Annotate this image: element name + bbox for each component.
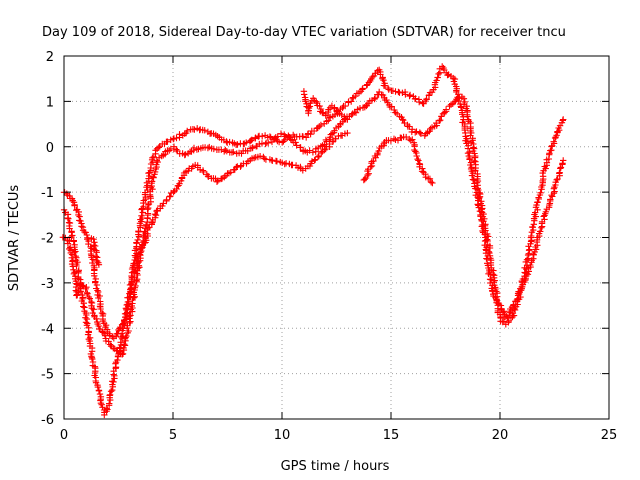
- y-tick-label: -4: [41, 322, 54, 337]
- y-axis-label: SDTVAR / TECUs: [7, 185, 22, 292]
- x-tick-label: 20: [492, 428, 509, 443]
- x-tick-label: 0: [60, 428, 68, 443]
- series-6: [88, 235, 103, 268]
- y-tick-label: -5: [41, 368, 54, 383]
- x-axis-ticks: 0 5 10 15 20 25: [60, 56, 617, 443]
- series-3: [60, 129, 351, 419]
- y-tick-label: -2: [41, 232, 54, 247]
- y-tick-label: -3: [41, 277, 54, 292]
- y-tick-label: 1: [46, 95, 54, 110]
- x-tick-label: 5: [169, 428, 177, 443]
- series-markers: [60, 129, 351, 419]
- chart-title: Day 109 of 2018, Sidereal Day-to-day VTE…: [42, 25, 566, 40]
- y-tick-label: 0: [46, 141, 54, 156]
- series-markers: [59, 88, 567, 358]
- series-markers: [300, 88, 351, 123]
- x-axis-label: GPS time / hours: [281, 459, 390, 474]
- grid-lines: [64, 56, 609, 419]
- y-tick-label: -1: [41, 186, 54, 201]
- series-2: [59, 88, 567, 358]
- x-tick-label: 10: [274, 428, 291, 443]
- y-tick-label: -6: [41, 413, 54, 428]
- y-tick-label: 2: [46, 50, 54, 65]
- series-markers: [360, 133, 436, 187]
- series-markers: [60, 63, 567, 342]
- data-points: [59, 63, 567, 419]
- series-markers: [88, 235, 103, 268]
- series-4: [360, 133, 436, 187]
- x-tick-label: 25: [601, 428, 618, 443]
- x-tick-label: 15: [383, 428, 400, 443]
- series-1: [60, 63, 567, 342]
- series-5: [300, 88, 351, 123]
- y-axis-ticks: -6 -5 -4 -3 -2 -1 0 1 2: [41, 50, 609, 428]
